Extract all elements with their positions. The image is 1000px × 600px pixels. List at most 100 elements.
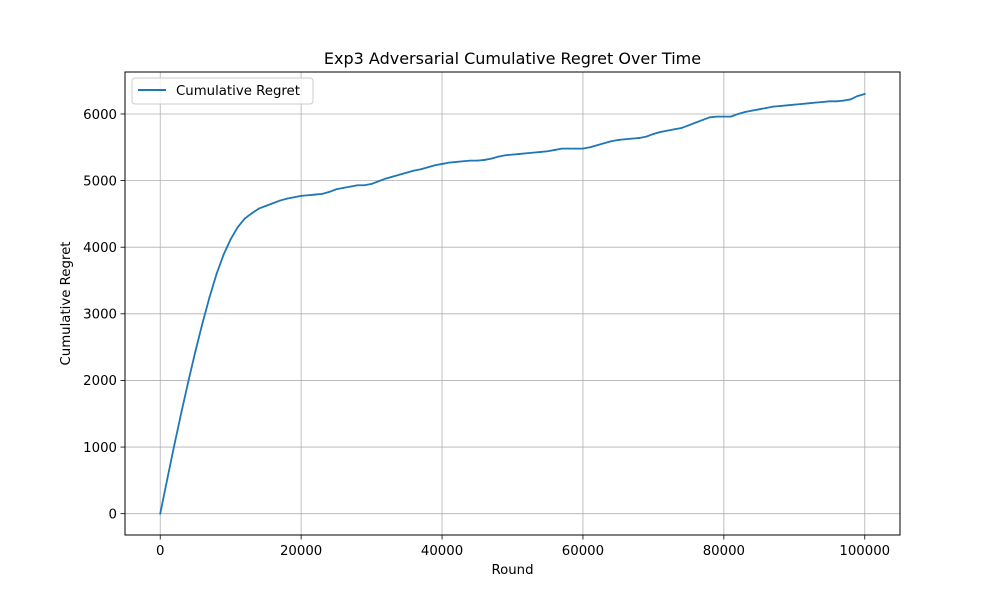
data-point xyxy=(222,253,225,256)
data-point xyxy=(293,196,295,199)
y-tick-label: 5000 xyxy=(83,174,117,189)
x-tick-label: 60000 xyxy=(562,544,604,559)
data-point xyxy=(567,147,570,150)
data-point xyxy=(666,129,669,132)
data-point xyxy=(730,115,732,118)
legend-label: Cumulative Regret xyxy=(176,84,300,99)
data-point xyxy=(737,113,739,115)
data-point xyxy=(708,116,711,119)
data-point xyxy=(539,151,542,153)
data-point xyxy=(490,157,493,160)
data-point xyxy=(856,95,859,97)
chart-title: Exp3 Adversarial Cumulative Regret Over … xyxy=(324,49,701,68)
y-tick-label: 0 xyxy=(109,507,117,522)
data-point xyxy=(582,147,584,150)
data-point xyxy=(828,100,831,103)
data-point xyxy=(751,109,753,112)
data-point xyxy=(250,212,253,215)
data-point xyxy=(384,177,387,180)
data-point xyxy=(173,444,176,446)
data-point xyxy=(504,154,507,157)
grid xyxy=(125,72,900,535)
data-point xyxy=(314,193,317,196)
plot-frame xyxy=(124,71,901,536)
data-point xyxy=(257,207,260,210)
x-tick-label: 20000 xyxy=(280,544,322,559)
data-point xyxy=(610,140,613,143)
data-point xyxy=(842,99,845,102)
data-point xyxy=(363,184,366,187)
data-point xyxy=(469,159,472,162)
data-point xyxy=(448,161,450,164)
data-point xyxy=(455,161,458,163)
data-point xyxy=(405,171,408,174)
data-point xyxy=(208,296,211,299)
data-point xyxy=(391,175,394,178)
data-point xyxy=(821,101,824,103)
axis-ticks: 0 20000 40000 60000 80000 100000 0 1000 2000 3000… xyxy=(83,108,890,559)
data-point xyxy=(596,144,598,147)
data-point xyxy=(722,115,725,118)
data-point xyxy=(236,226,239,229)
legend-box xyxy=(131,77,314,105)
y-tick-label: 4000 xyxy=(83,241,117,256)
x-axis-label: Round xyxy=(491,563,533,578)
data-point xyxy=(272,202,274,205)
data-point xyxy=(349,185,352,188)
data-point xyxy=(286,197,288,200)
data-point xyxy=(680,127,683,129)
x-tick-label: 80000 xyxy=(703,544,745,559)
data-point xyxy=(483,159,486,161)
y-tick-label: 3000 xyxy=(83,308,117,323)
data-point xyxy=(166,478,169,480)
data-point xyxy=(398,173,401,176)
data-point xyxy=(532,151,535,154)
data-point xyxy=(779,105,782,107)
data-point xyxy=(377,180,380,183)
data-point xyxy=(715,115,718,118)
data-point xyxy=(652,133,655,135)
x-tick-label: 0 xyxy=(156,544,164,559)
data-point xyxy=(180,411,183,414)
data-point xyxy=(427,166,429,169)
y-tick-label: 2000 xyxy=(83,374,117,389)
data-point xyxy=(631,137,634,140)
data-point xyxy=(589,146,591,149)
data-point xyxy=(638,137,641,139)
legend: Cumulative Regret xyxy=(131,77,314,105)
y-tick-label: 6000 xyxy=(83,108,117,123)
data-point xyxy=(194,350,197,353)
data-point xyxy=(356,184,359,187)
data-point xyxy=(342,187,345,189)
data-point xyxy=(863,93,866,95)
data-point xyxy=(335,188,338,191)
data-point xyxy=(553,149,556,151)
data-point xyxy=(370,183,373,185)
x-tick-label: 40000 xyxy=(421,544,463,559)
data-point xyxy=(800,103,803,105)
data-point xyxy=(159,512,162,515)
data-point xyxy=(617,139,620,141)
data-point xyxy=(849,98,852,101)
data-point xyxy=(603,142,605,145)
data-point xyxy=(476,159,479,162)
data-point xyxy=(497,155,500,158)
data-point xyxy=(659,131,662,133)
data-point xyxy=(279,199,281,202)
data-point xyxy=(243,217,246,220)
series-layer xyxy=(159,93,866,515)
data-point xyxy=(765,107,768,109)
data-point xyxy=(307,194,310,197)
data-point xyxy=(441,163,443,165)
x-tick-label: 100000 xyxy=(839,544,890,559)
data-point xyxy=(328,191,331,193)
data-point xyxy=(744,111,746,113)
data-point xyxy=(412,169,415,172)
data-point xyxy=(560,147,563,150)
data-point xyxy=(687,124,690,127)
data-point xyxy=(525,152,528,155)
data-point xyxy=(201,322,204,325)
data-point xyxy=(420,168,422,171)
data-point xyxy=(694,121,697,124)
